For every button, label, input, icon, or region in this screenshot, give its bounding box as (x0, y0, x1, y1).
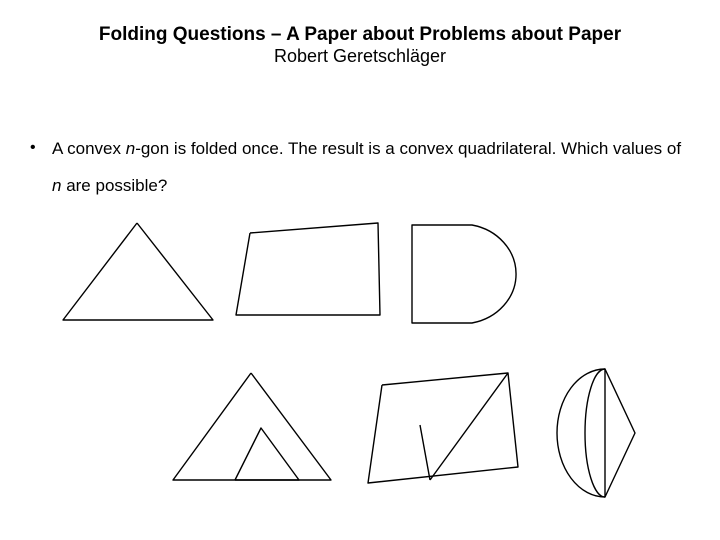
bullet-item: • A convex n-gon is folded once. The res… (30, 130, 690, 205)
figure-triangle (55, 215, 220, 330)
figure-ellipse-with-fold (545, 363, 665, 503)
slide-author: Robert Geretschläger (0, 46, 720, 67)
slide-title: Folding Questions – A Paper about Proble… (0, 24, 720, 46)
figure-triangle-with-fold (165, 365, 340, 490)
bullet-text: A convex n-gon is folded once. The resul… (52, 130, 690, 205)
figure-d-shape (400, 215, 550, 335)
bullet-marker: • (30, 130, 52, 165)
figure-quadrilateral-with-fold (360, 365, 530, 495)
figures-area (0, 215, 720, 535)
figure-quadrilateral (228, 215, 393, 330)
